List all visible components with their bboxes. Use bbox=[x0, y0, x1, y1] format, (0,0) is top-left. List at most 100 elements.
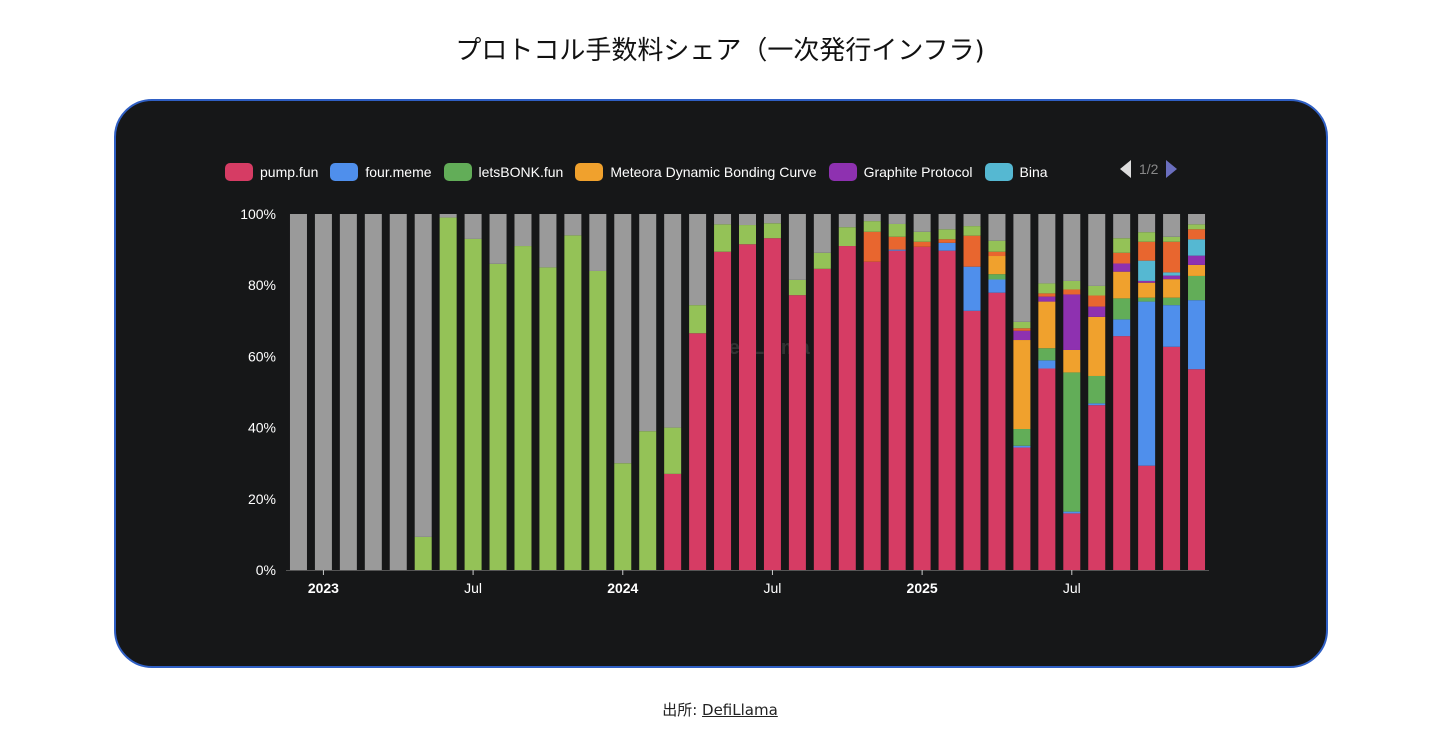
bar-segment-four-meme[interactable] bbox=[1013, 445, 1031, 448]
bar-segment-pump-fun[interactable] bbox=[913, 246, 931, 570]
bar-segment-series-8[interactable] bbox=[464, 214, 482, 239]
bar-segment-four-meme[interactable] bbox=[1063, 511, 1081, 514]
bar-segment-series-6[interactable] bbox=[1038, 293, 1056, 297]
bar-segment-pump-fun[interactable] bbox=[813, 268, 831, 570]
bar-segment-series-7[interactable] bbox=[564, 235, 582, 571]
bar-segment-series-7[interactable] bbox=[614, 463, 632, 570]
bar-segment-series-8[interactable] bbox=[364, 214, 382, 570]
bar-segment-series-6[interactable] bbox=[1138, 241, 1156, 261]
legend-item[interactable]: letsBONK.fun bbox=[443, 163, 563, 181]
bar-segment-series-8[interactable] bbox=[838, 214, 856, 228]
bar-segment-four-meme[interactable] bbox=[1038, 360, 1056, 369]
triangle-left-icon[interactable] bbox=[1120, 160, 1131, 178]
bar-segment-letsbonk-fun[interactable] bbox=[988, 274, 1006, 280]
bar-segment-series-8[interactable] bbox=[1188, 214, 1206, 225]
bar-segment-series-8[interactable] bbox=[414, 214, 432, 537]
bar-segment-graphite-protocol[interactable] bbox=[1188, 255, 1206, 265]
bar-segment-series-8[interactable] bbox=[289, 214, 307, 570]
bar-segment-series-8[interactable] bbox=[1063, 214, 1081, 281]
bar-segment-series-8[interactable] bbox=[489, 214, 507, 264]
bar-segment-meteora-dynamic-bonding-curve[interactable] bbox=[1013, 340, 1031, 430]
bar-segment-meteora-dynamic-bonding-curve[interactable] bbox=[988, 256, 1006, 275]
bar-segment-letsbonk-fun[interactable] bbox=[1038, 348, 1056, 361]
bar-segment-series-8[interactable] bbox=[1013, 214, 1031, 322]
bar-segment-series-8[interactable] bbox=[614, 214, 632, 464]
bar-segment-series-8[interactable] bbox=[639, 214, 657, 432]
bar-segment-series-6[interactable] bbox=[913, 241, 931, 247]
bar-segment-series-8[interactable] bbox=[714, 214, 732, 225]
bar-segment-pump-fun[interactable] bbox=[689, 333, 707, 570]
bar-segment-pump-fun[interactable] bbox=[714, 251, 732, 570]
bar-segment-series-8[interactable] bbox=[589, 214, 607, 271]
bar-segment-series-8[interactable] bbox=[1113, 214, 1131, 239]
bar-segment-series-7[interactable] bbox=[813, 252, 831, 269]
bar-segment-series-8[interactable] bbox=[863, 214, 881, 222]
bar-segment-series-7[interactable] bbox=[1013, 321, 1031, 329]
bar-segment-series-7[interactable] bbox=[714, 224, 732, 252]
bar-segment-four-meme[interactable] bbox=[1088, 403, 1106, 406]
bar-segment-series-7[interactable] bbox=[589, 270, 607, 570]
bar-segment-pump-fun[interactable] bbox=[763, 238, 781, 570]
bar-segment-letsbonk-fun[interactable] bbox=[1113, 298, 1131, 320]
source-link[interactable]: DefiLlama bbox=[702, 701, 778, 719]
bar-segment-series-8[interactable] bbox=[763, 214, 781, 224]
bar-segment-series-8[interactable] bbox=[664, 214, 682, 428]
bar-segment-series-7[interactable] bbox=[514, 246, 532, 571]
bar-segment-series-8[interactable] bbox=[888, 214, 906, 224]
legend-item[interactable]: Bina bbox=[984, 163, 1048, 181]
bar-segment-pump-fun[interactable] bbox=[838, 246, 856, 571]
bar-segment-bina[interactable] bbox=[1188, 239, 1206, 256]
bar-segment-series-7[interactable] bbox=[664, 427, 682, 474]
bar-segment-series-7[interactable] bbox=[1063, 280, 1081, 290]
legend-item[interactable]: Graphite Protocol bbox=[828, 163, 973, 181]
bar-segment-series-7[interactable] bbox=[963, 226, 981, 236]
bar-segment-letsbonk-fun[interactable] bbox=[1088, 375, 1106, 404]
bar-segment-graphite-protocol[interactable] bbox=[1013, 330, 1031, 341]
bar-segment-series-7[interactable] bbox=[938, 229, 956, 240]
bar-segment-pump-fun[interactable] bbox=[988, 292, 1006, 570]
bar-segment-series-6[interactable] bbox=[888, 236, 906, 250]
bar-segment-series-7[interactable] bbox=[863, 221, 881, 232]
bar-segment-meteora-dynamic-bonding-curve[interactable] bbox=[1188, 264, 1206, 276]
bar-segment-meteora-dynamic-bonding-curve[interactable] bbox=[1138, 282, 1156, 298]
bar-segment-meteora-dynamic-bonding-curve[interactable] bbox=[1113, 271, 1131, 299]
bar-segment-series-7[interactable] bbox=[1038, 283, 1056, 294]
bar-segment-series-8[interactable] bbox=[439, 214, 457, 218]
bar-segment-meteora-dynamic-bonding-curve[interactable] bbox=[1063, 349, 1081, 373]
bar-segment-pump-fun[interactable] bbox=[1038, 368, 1056, 570]
bar-segment-pump-fun[interactable] bbox=[1163, 346, 1181, 570]
bar-segment-graphite-protocol[interactable] bbox=[1038, 296, 1056, 302]
bar-segment-series-8[interactable] bbox=[539, 214, 557, 268]
bar-segment-series-7[interactable] bbox=[439, 217, 457, 570]
bar-segment-series-8[interactable] bbox=[1163, 214, 1181, 237]
bar-segment-pump-fun[interactable] bbox=[938, 250, 956, 570]
bar-segment-meteora-dynamic-bonding-curve[interactable] bbox=[1088, 316, 1106, 376]
bar-segment-series-6[interactable] bbox=[1113, 252, 1131, 264]
bar-segment-pump-fun[interactable] bbox=[1063, 513, 1081, 570]
bar-segment-series-8[interactable] bbox=[788, 214, 806, 280]
bar-segment-series-7[interactable] bbox=[888, 223, 906, 237]
bar-segment-letsbonk-fun[interactable] bbox=[1188, 275, 1206, 301]
bar-segment-series-7[interactable] bbox=[1138, 232, 1156, 242]
bar-segment-pump-fun[interactable] bbox=[863, 261, 881, 570]
bar-segment-series-8[interactable] bbox=[938, 214, 956, 230]
bar-segment-four-meme[interactable] bbox=[1163, 305, 1181, 347]
bar-segment-bina[interactable] bbox=[1138, 260, 1156, 281]
bar-segment-meteora-dynamic-bonding-curve[interactable] bbox=[1038, 301, 1056, 349]
bar-segment-series-7[interactable] bbox=[988, 240, 1006, 252]
bar-segment-series-8[interactable] bbox=[1038, 214, 1056, 284]
bar-segment-pump-fun[interactable] bbox=[1088, 405, 1106, 570]
bar-segment-meteora-dynamic-bonding-curve[interactable] bbox=[1163, 279, 1181, 298]
bar-segment-series-6[interactable] bbox=[1088, 295, 1106, 307]
bar-segment-graphite-protocol[interactable] bbox=[1163, 275, 1181, 280]
bar-segment-four-meme[interactable] bbox=[1113, 319, 1131, 337]
bar-segment-series-7[interactable] bbox=[1163, 236, 1181, 242]
bar-segment-pump-fun[interactable] bbox=[1188, 369, 1206, 570]
bar-segment-pump-fun[interactable] bbox=[1138, 465, 1156, 570]
legend-item[interactable]: Meteora Dynamic Bonding Curve bbox=[575, 163, 817, 181]
bar-segment-pump-fun[interactable] bbox=[1013, 447, 1031, 570]
bar-segment-series-7[interactable] bbox=[639, 431, 657, 570]
bar-segment-series-8[interactable] bbox=[963, 214, 981, 227]
bar-segment-letsbonk-fun[interactable] bbox=[1163, 297, 1181, 306]
bar-segment-bina[interactable] bbox=[1163, 272, 1181, 276]
